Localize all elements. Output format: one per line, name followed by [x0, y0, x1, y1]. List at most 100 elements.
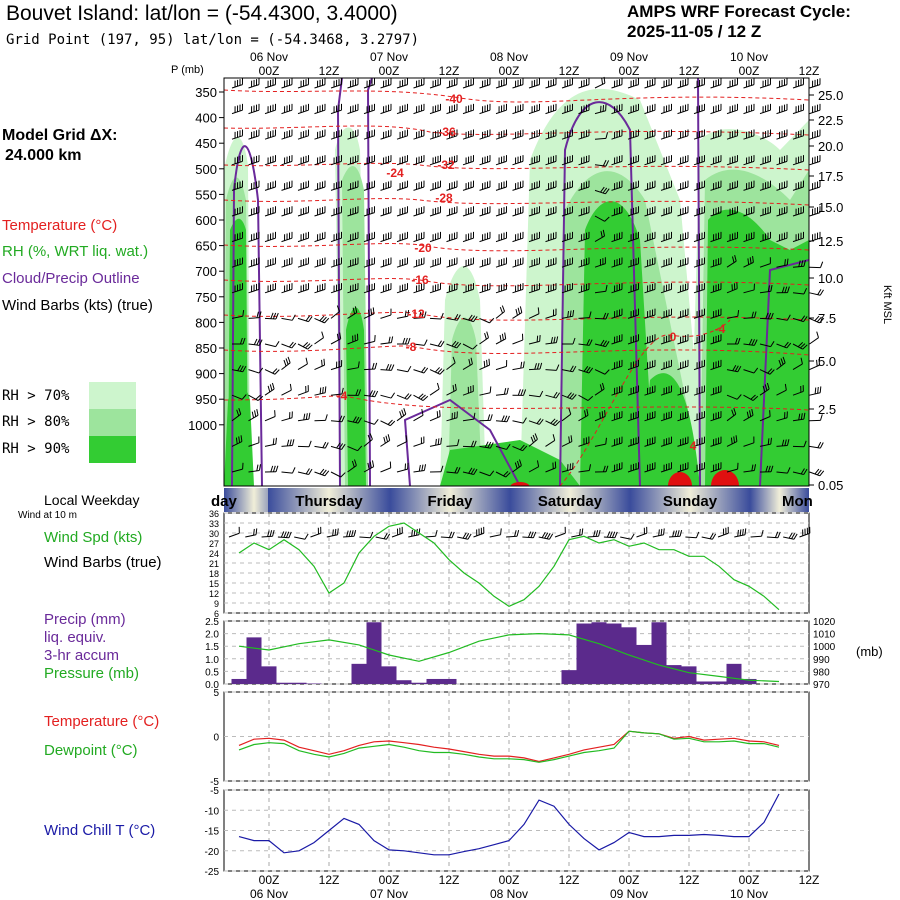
wind-barb-feather [373, 206, 376, 213]
wind-barb [429, 103, 442, 115]
wind-barb-shaft [660, 237, 672, 243]
wind-barb-feather [503, 415, 508, 422]
wind-barb-feather [564, 157, 566, 164]
wind-barb-feather [307, 344, 313, 350]
wind-barb-feather [351, 460, 355, 468]
wind-barb-feather [482, 259, 484, 267]
wind-barb-feather [621, 359, 623, 367]
wind-barb-feather [470, 104, 472, 112]
wind-barb-feather [816, 79, 819, 86]
wind-barb [594, 159, 610, 167]
wind-barb [462, 78, 475, 89]
wind-barb-feather [241, 257, 244, 264]
surface-wind-barb-feather [595, 530, 599, 537]
wind-barb-feather [454, 314, 459, 321]
legend-cloud-outline: Cloud/Precip Outline [2, 270, 140, 287]
wind-barb-shaft [759, 263, 771, 268]
wind-barb-feather [534, 156, 536, 164]
wind-barb-feather [418, 464, 421, 472]
wind-barb [644, 308, 656, 319]
wind-barb [314, 441, 329, 449]
wind-barb-feather [338, 415, 343, 422]
wind-barb [479, 257, 491, 268]
wind-barb-feather [289, 412, 291, 419]
wind-barb-feather [618, 360, 621, 368]
wind-barb-feather [684, 437, 687, 444]
wind-barb-feather [633, 182, 635, 189]
wind-barb-feather [319, 259, 321, 266]
wind-barb-feather [621, 206, 623, 213]
wind-barb [512, 103, 524, 115]
wind-barb [578, 257, 590, 268]
wind-barb-feather [352, 79, 354, 87]
surface-wind-barb-feather [532, 531, 537, 538]
precip-bar [561, 670, 577, 684]
wind-barb-shaft [677, 212, 689, 217]
wind-barb-feather [423, 206, 425, 213]
pressure-tick-label: 980 [813, 667, 830, 678]
wind-barb-feather [550, 233, 552, 240]
wind-barb-shaft [561, 135, 573, 140]
wind-barb [512, 206, 524, 217]
wind-barb-shaft [264, 212, 276, 217]
wind-barb-feather [482, 183, 484, 190]
wind-barb-feather [699, 105, 701, 112]
wind-barb-feather [440, 341, 445, 347]
wind-barb-feather [453, 207, 456, 214]
rh-legend-80: RH > 80% [2, 414, 70, 430]
wind-barb [528, 433, 538, 447]
wind-barb-shaft [396, 186, 408, 191]
wind-barb-shaft [693, 288, 705, 294]
wind-barb-feather [333, 183, 335, 190]
wind-barb-feather [564, 208, 566, 216]
wind-barb-feather [588, 103, 590, 111]
surface-wind-barb-shaft [473, 532, 485, 538]
wind-barb-shaft [743, 469, 755, 473]
wind-barb-shaft [759, 369, 771, 375]
wind-barb-feather [682, 79, 684, 87]
wind-barb-feather [753, 155, 755, 162]
wind-barb-shaft [363, 160, 375, 166]
wind-barb-feather [435, 207, 437, 215]
wind-barb-shaft [611, 160, 623, 166]
wind-barb-feather [472, 155, 475, 162]
wind-barb-feather [531, 285, 533, 292]
precip-panel-frame [223, 620, 810, 685]
wind-barb-feather [333, 234, 335, 241]
wind-barb-feather [254, 410, 257, 417]
wind-barb-feather [321, 359, 323, 367]
wind-barb-feather [736, 78, 739, 85]
wind-barb-feather [373, 180, 376, 188]
wind-barb-feather [736, 394, 742, 400]
wind-barb [545, 461, 557, 473]
wind-barb-feather [633, 335, 635, 343]
wind-barb-feather [682, 259, 684, 266]
wind-barb-shaft [413, 442, 425, 447]
wind-barb [693, 257, 706, 268]
wind-barb-feather [484, 233, 486, 240]
wind-barb-feather [746, 183, 748, 190]
wind-barb-feather [234, 183, 236, 190]
wind-barb-feather [819, 386, 822, 393]
wind-barb-shaft [660, 365, 672, 371]
wind-barb-feather [800, 155, 802, 163]
wind-tick-label: 15 [209, 579, 219, 589]
pressure-tick-label: 1000 [188, 418, 217, 433]
wind-barb [462, 231, 475, 243]
wind-barb-feather [630, 464, 632, 472]
wind-barb-feather [275, 312, 279, 320]
wind-barb-feather [256, 339, 261, 346]
wind-barb-shaft [314, 392, 326, 396]
wind-barb-feather [630, 106, 632, 113]
wind-barb-feather [374, 390, 379, 397]
wind-barb-feather [701, 283, 703, 291]
wind-barb-feather [237, 259, 239, 266]
wind-barb-feather [482, 234, 484, 241]
wind-barb-feather [354, 459, 357, 466]
wind-barb-shaft [578, 237, 590, 243]
temperature-contour-label: -16 [411, 273, 429, 287]
wind-barb [561, 257, 574, 268]
wind-barb-feather [366, 234, 368, 241]
wind-barb-shaft [297, 186, 309, 191]
wind-barb [677, 359, 689, 371]
